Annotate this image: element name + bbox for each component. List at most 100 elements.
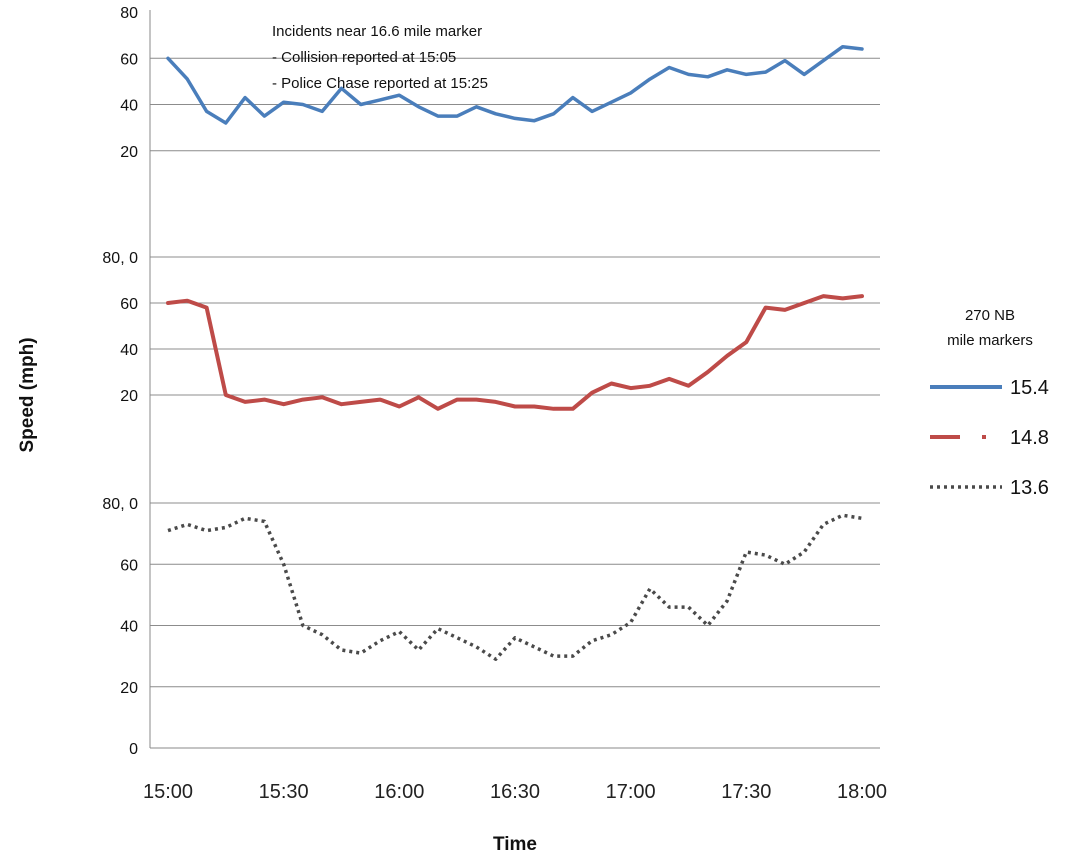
axes: [149, 10, 880, 749]
data-point: [706, 75, 709, 78]
y-tick-label: 60: [120, 296, 138, 313]
data-point: [803, 73, 806, 76]
data-point: [475, 398, 478, 401]
y-tick-label: 60: [120, 557, 138, 574]
data-point: [475, 645, 478, 648]
data-point: [205, 529, 208, 532]
gridlines: [150, 57, 880, 688]
x-tick-label: 15:00: [143, 781, 193, 803]
data-point: [186, 78, 189, 81]
data-point: [379, 98, 382, 101]
data-point: [494, 400, 497, 403]
x-axis-title: Time: [493, 834, 537, 855]
data-point: [648, 384, 651, 387]
data-point: [282, 563, 285, 566]
data-point: [783, 563, 786, 566]
data-point: [186, 523, 189, 526]
data-point: [841, 297, 844, 300]
data-point: [436, 627, 439, 630]
data-point: [359, 400, 362, 403]
data-point: [340, 403, 343, 406]
x-tick-label: 18:00: [837, 781, 887, 803]
data-point: [205, 110, 208, 113]
data-point: [417, 649, 420, 652]
data-point: [610, 633, 613, 636]
data-point: [263, 520, 266, 523]
data-point: [803, 551, 806, 554]
data-point: [668, 377, 671, 380]
data-point: [803, 302, 806, 305]
data-point: [321, 396, 324, 399]
y-axis-title: Speed (mph): [17, 337, 38, 452]
data-point: [745, 73, 748, 76]
data-point: [861, 295, 864, 298]
data-point: [456, 115, 459, 118]
data-point: [224, 526, 227, 529]
data-point: [417, 105, 420, 108]
data-point: [610, 382, 613, 385]
data-point: [494, 658, 497, 661]
y-tick-label: 40: [120, 619, 138, 636]
data-point: [648, 78, 651, 81]
data-point: [398, 405, 401, 408]
x-tick-label: 17:00: [606, 781, 656, 803]
y-tick-label: 80, 0: [102, 250, 138, 267]
data-point: [726, 600, 729, 603]
data-point: [167, 529, 170, 532]
data-point: [822, 295, 825, 298]
data-point: [745, 551, 748, 554]
data-point: [629, 387, 632, 390]
data-point: [822, 523, 825, 526]
data-point: [783, 59, 786, 62]
data-point: [552, 655, 555, 658]
data-point: [224, 394, 227, 397]
data-point: [571, 655, 574, 658]
data-point: [282, 403, 285, 406]
data-point: [533, 119, 536, 122]
data-point: [379, 398, 382, 401]
data-point: [301, 624, 304, 627]
data-point: [861, 517, 864, 520]
data-point: [359, 103, 362, 106]
data-point: [263, 398, 266, 401]
data-point: [514, 117, 517, 120]
data-point: [533, 645, 536, 648]
y-tick-labels: 80 60 40 20 80, 0 60 40 20 80, 0 60 40 20 0: [102, 5, 138, 758]
y-tick-label: 40: [120, 98, 138, 115]
data-point: [706, 371, 709, 374]
x-tick-labels: 15:00 15:30 16:00 16:30 17:00 17:30 18:00: [143, 781, 887, 803]
data-point: [340, 649, 343, 652]
series-lines: [166, 44, 864, 661]
data-point: [321, 633, 324, 636]
series-line-13-6: [167, 513, 863, 661]
data-point: [244, 400, 247, 403]
data-point: [629, 91, 632, 94]
data-point: [648, 587, 651, 590]
data-point: [841, 514, 844, 517]
data-point: [552, 112, 555, 115]
data-point: [687, 606, 690, 609]
data-point: [244, 517, 247, 520]
annotation-box: Incidents near 16.6 mile marker - Collis…: [272, 23, 488, 92]
data-point: [359, 652, 362, 655]
data-point: [263, 115, 266, 118]
legend-title: mile markers: [947, 332, 1033, 349]
y-tick-label: 80, 0: [102, 496, 138, 513]
data-point: [629, 621, 632, 624]
data-point: [514, 636, 517, 639]
data-point: [591, 639, 594, 642]
data-point: [494, 112, 497, 115]
legend-title: 270 NB: [965, 307, 1015, 324]
data-point: [514, 405, 517, 408]
legend-label: 15.4: [1010, 377, 1049, 399]
data-point: [571, 96, 574, 99]
x-tick-label: 17:30: [721, 781, 771, 803]
data-point: [436, 115, 439, 118]
data-point: [282, 101, 285, 104]
data-point: [668, 606, 671, 609]
data-point: [244, 96, 247, 99]
data-point: [841, 45, 844, 48]
annotation-line: - Police Chase reported at 15:25: [272, 75, 488, 92]
data-point: [301, 103, 304, 106]
